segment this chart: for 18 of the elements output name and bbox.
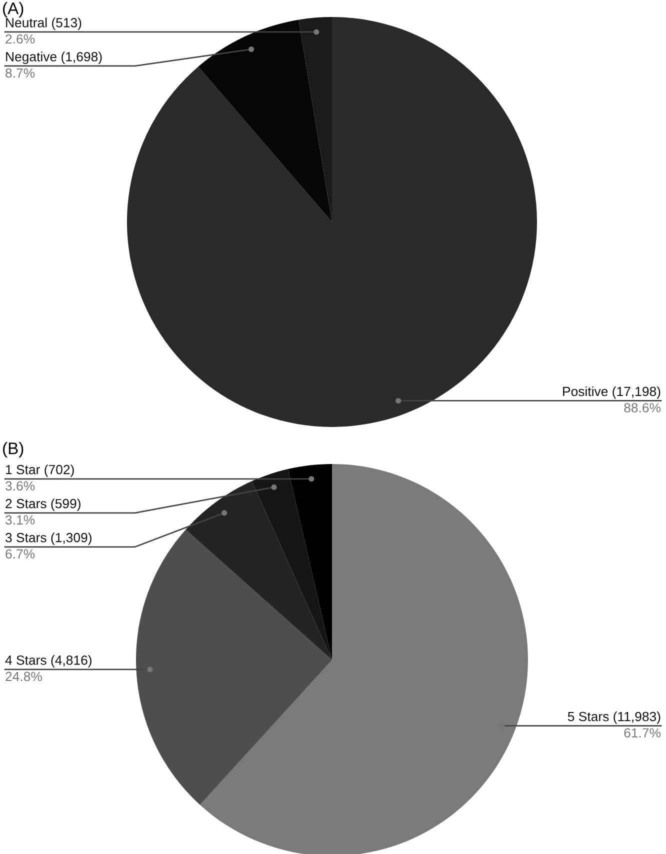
data-label: 3.6% <box>6 481 35 491</box>
slice-label: Positive (17,198) <box>563 386 660 399</box>
data-label: 24.8% <box>6 672 42 682</box>
slice-label: Neutral (513) <box>6 18 82 30</box>
data-label: 61.7% <box>624 728 661 738</box>
slice-label: 4 Stars (4,816) <box>5 655 92 668</box>
slice-label: 2 Stars (599) <box>6 498 80 511</box>
data-label: 88.6% <box>624 403 661 412</box>
chart-title: (B) <box>3 442 24 458</box>
slice-label: 5 Stars (11,983) <box>568 712 660 724</box>
chart-title: (A) <box>3 2 24 18</box>
slice-label: 3 Stars (1,309) <box>6 532 92 545</box>
data-label: 6.7% <box>6 549 35 559</box>
data-label: 3.1% <box>6 515 35 525</box>
slice-label: 1 Star (702) <box>6 464 74 477</box>
slice-label: Negative (1,698) <box>6 52 102 64</box>
data-label: 8.7% <box>6 68 35 78</box>
data-label: 2.6% <box>6 34 35 44</box>
